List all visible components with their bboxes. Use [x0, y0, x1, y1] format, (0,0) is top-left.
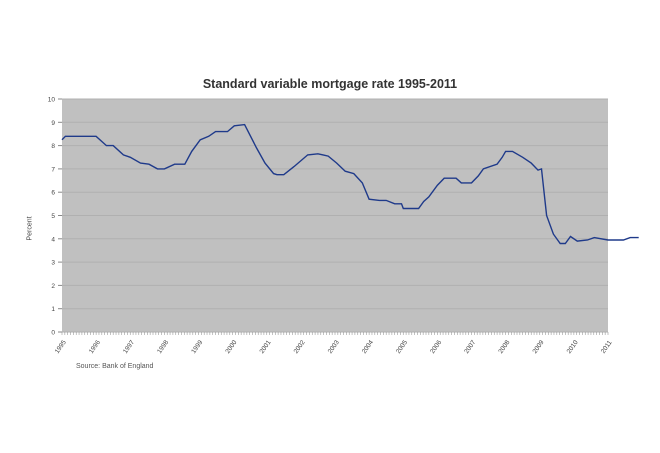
y-tick-label: 9 [51, 120, 55, 127]
y-tick-label: 3 [51, 260, 55, 267]
y-tick-label: 7 [51, 166, 55, 173]
series-line [61, 123, 639, 245]
x-tick-label: 2006 [429, 339, 443, 355]
x-tick-label: 2005 [395, 339, 409, 355]
x-tick-label: 2010 [566, 339, 580, 355]
y-axis: 0 1 2 3 4 5 6 7 8 9 10 [48, 97, 62, 337]
x-tick-label: 1996 [88, 339, 102, 355]
x-tick-label: 2011 [600, 339, 614, 355]
y-tick-label: 0 [51, 330, 55, 337]
x-tick-label: 2002 [293, 339, 307, 355]
x-tick-label: 1998 [156, 339, 170, 355]
x-tick-label: 2001 [259, 339, 273, 355]
x-axis: 1995 1996 1997 1998 1999 2000 2001 2002 2003 2004… [54, 332, 614, 355]
x-tick-label: 2009 [532, 339, 546, 355]
x-tick-label: 1995 [54, 339, 68, 355]
x-tick-label: 2008 [497, 339, 511, 355]
y-tick-label: 6 [51, 190, 55, 197]
x-tick-label: 1999 [190, 339, 204, 355]
chart-title: Standard variable mortgage rate 1995-201… [202, 77, 458, 91]
x-tick-label: 2004 [361, 339, 375, 355]
y-tick-label: 5 [51, 213, 55, 220]
x-tick-label: 1997 [122, 339, 136, 355]
y-axis-label: Percent [26, 216, 34, 241]
source-note: Source: Bank of England [76, 363, 154, 370]
y-tick-label: 8 [51, 143, 55, 150]
y-tick-label: 1 [51, 306, 55, 313]
x-tick-label: 2000 [224, 339, 238, 355]
y-tick-label: 10 [48, 97, 56, 104]
y-tick-label: 4 [51, 236, 55, 243]
x-tick-label: 2007 [463, 339, 477, 355]
x-tick-label: 2003 [327, 339, 341, 355]
y-tick-label: 2 [51, 283, 55, 290]
